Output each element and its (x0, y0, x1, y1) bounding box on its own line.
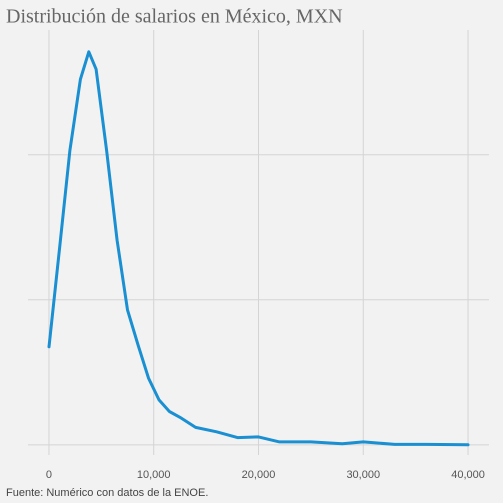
x-tick-label: 20,000 (242, 469, 276, 481)
x-tick-label: 0 (46, 469, 52, 481)
source-note: Fuente: Numérico con datos de la ENOE. (6, 487, 208, 499)
x-tick-label: 10,000 (137, 469, 171, 481)
x-tick-label: 40,000 (451, 469, 485, 481)
density-line (47, 50, 470, 447)
chart-title: Distribución de salarios en México, MXN (6, 6, 343, 28)
x-tick-label: 30,000 (346, 469, 380, 481)
